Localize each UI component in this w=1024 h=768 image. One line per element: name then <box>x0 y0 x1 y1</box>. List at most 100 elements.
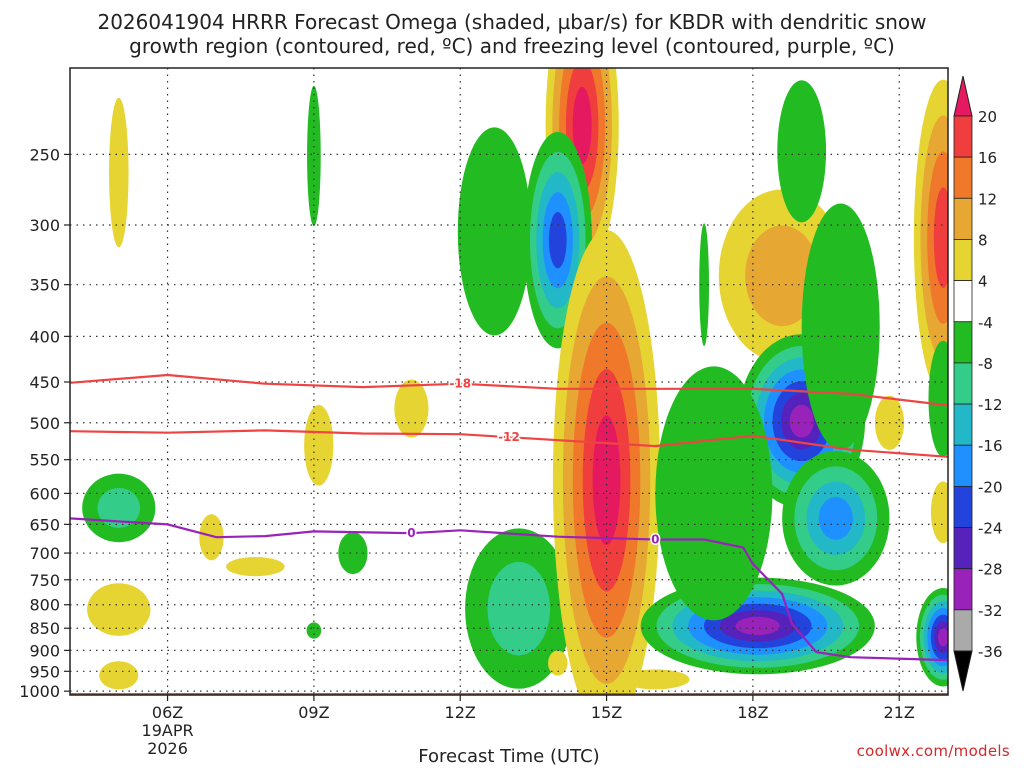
colorbar-label: -24 <box>978 520 1003 538</box>
colorbar-swatch <box>953 156 973 199</box>
y-tick-label: 900 <box>29 641 60 660</box>
omega-cell <box>109 97 129 248</box>
omega-cell <box>782 451 890 586</box>
omega-shade <box>226 557 285 577</box>
omega-cell <box>457 127 531 336</box>
omega-shade <box>777 80 827 223</box>
colorbar-bottom-arrow <box>953 650 973 692</box>
y-tick-label: 700 <box>29 544 60 563</box>
x-tick-label: 15Z <box>591 703 622 722</box>
omega-shade <box>487 561 551 656</box>
omega-shade <box>306 622 322 639</box>
omega-shade <box>735 616 780 636</box>
omega-cell <box>82 473 156 543</box>
omega-cell <box>552 230 661 695</box>
omega-cell <box>465 528 573 689</box>
ground-strip <box>70 693 948 695</box>
omega-shade <box>87 583 151 636</box>
dgz-isotherm-line <box>70 429 948 458</box>
dgz-isotherm-line <box>70 373 948 407</box>
y-tick-label: 250 <box>29 145 60 164</box>
colorbar-swatch <box>953 280 973 323</box>
y-tick-label: 450 <box>29 373 60 392</box>
omega-shade <box>199 514 224 561</box>
omega-shade <box>394 379 429 438</box>
colorbar: 20 16 12 8 4 -4 -8 -12 -16 -20 -24 -28 -32 -36 <box>953 75 1003 692</box>
contour-label: -12 <box>498 430 520 444</box>
omega-cell <box>99 661 139 690</box>
colorbar-swatch <box>953 115 973 158</box>
omega-shade <box>938 627 948 647</box>
colorbar-label: -20 <box>978 478 1003 496</box>
omega-cell <box>307 85 321 227</box>
colorbar-label: 4 <box>978 273 988 291</box>
colorbar-swatch <box>953 444 973 487</box>
omega-shade <box>572 86 592 165</box>
y-tick-label: 850 <box>29 619 60 638</box>
y-tick-label: 400 <box>29 327 60 346</box>
omega-shade <box>97 487 141 528</box>
omega-shade <box>933 187 948 288</box>
omega-shade <box>789 404 814 438</box>
y-tick-label: 300 <box>29 216 60 235</box>
freezing-level-line <box>70 517 948 662</box>
omega-shade <box>928 340 948 457</box>
gridlines <box>70 68 948 695</box>
colorbar-swatch <box>953 362 973 405</box>
colorbar-label: -32 <box>978 602 1003 620</box>
plot-area: -18 -12 0 0 <box>70 68 948 695</box>
x-tick-label: 12Z <box>445 703 476 722</box>
colorbar-swatch <box>953 239 973 282</box>
omega-shade <box>930 481 948 544</box>
y-tick-label: 350 <box>29 276 60 295</box>
omega-shade <box>109 97 129 248</box>
omega-shade <box>338 532 368 575</box>
omega-shade <box>818 496 853 540</box>
omega-cell <box>913 79 948 396</box>
colorbar-swatch <box>953 609 973 652</box>
x-tick-label: 21Z <box>884 703 915 722</box>
y-tick-label: 500 <box>29 414 60 433</box>
colorbar-label: -4 <box>978 314 993 332</box>
y-tick-label: 650 <box>29 515 60 534</box>
y-tick-label: 750 <box>29 571 60 590</box>
omega-shade <box>745 225 820 327</box>
omega-shade <box>457 127 531 336</box>
colorbar-top-arrow <box>953 75 973 117</box>
omega-cell <box>304 405 334 486</box>
omega-cell <box>338 532 368 575</box>
omega-shade <box>592 415 621 546</box>
omega-cell <box>548 650 568 676</box>
omega-cell <box>699 223 709 347</box>
x-axis-title: Forecast Time (UTC) <box>418 746 599 767</box>
omega-cell <box>306 622 322 639</box>
omega-cell <box>87 583 151 636</box>
omega-shade <box>621 669 690 690</box>
x-date-label: 19APR <box>142 721 194 740</box>
x-tick-label: 18Z <box>737 703 768 722</box>
omega-shade <box>548 212 567 269</box>
omega-shade <box>304 405 334 486</box>
colorbar-swatch <box>953 321 973 364</box>
contour-label: 0 <box>407 526 415 540</box>
omega-shade <box>307 85 321 227</box>
contour-label: 0 <box>651 533 659 547</box>
y-tick-label: 600 <box>29 484 60 503</box>
colorbar-label: -8 <box>978 355 993 373</box>
colorbar-label: 12 <box>978 190 997 208</box>
omega-cell <box>199 514 224 561</box>
colorbar-label: -12 <box>978 396 1003 414</box>
contour-label: -18 <box>449 377 471 391</box>
x-tick-label: 06Z <box>152 703 183 722</box>
omega-shade <box>99 661 139 690</box>
chart-title-line-1: 2026041904 HRRR Forecast Omega (shaded, … <box>97 10 927 34</box>
x-tick-label: 09Z <box>298 703 329 722</box>
colorbar-label: 20 <box>978 108 997 126</box>
omega-cell <box>777 80 827 223</box>
y-tick-label: 950 <box>29 662 60 681</box>
colorbar-label: -28 <box>978 561 1003 579</box>
omega-cell <box>621 669 690 690</box>
omega-cell <box>226 557 285 577</box>
omega-cell <box>930 481 948 544</box>
colorbar-label: -16 <box>978 437 1003 455</box>
